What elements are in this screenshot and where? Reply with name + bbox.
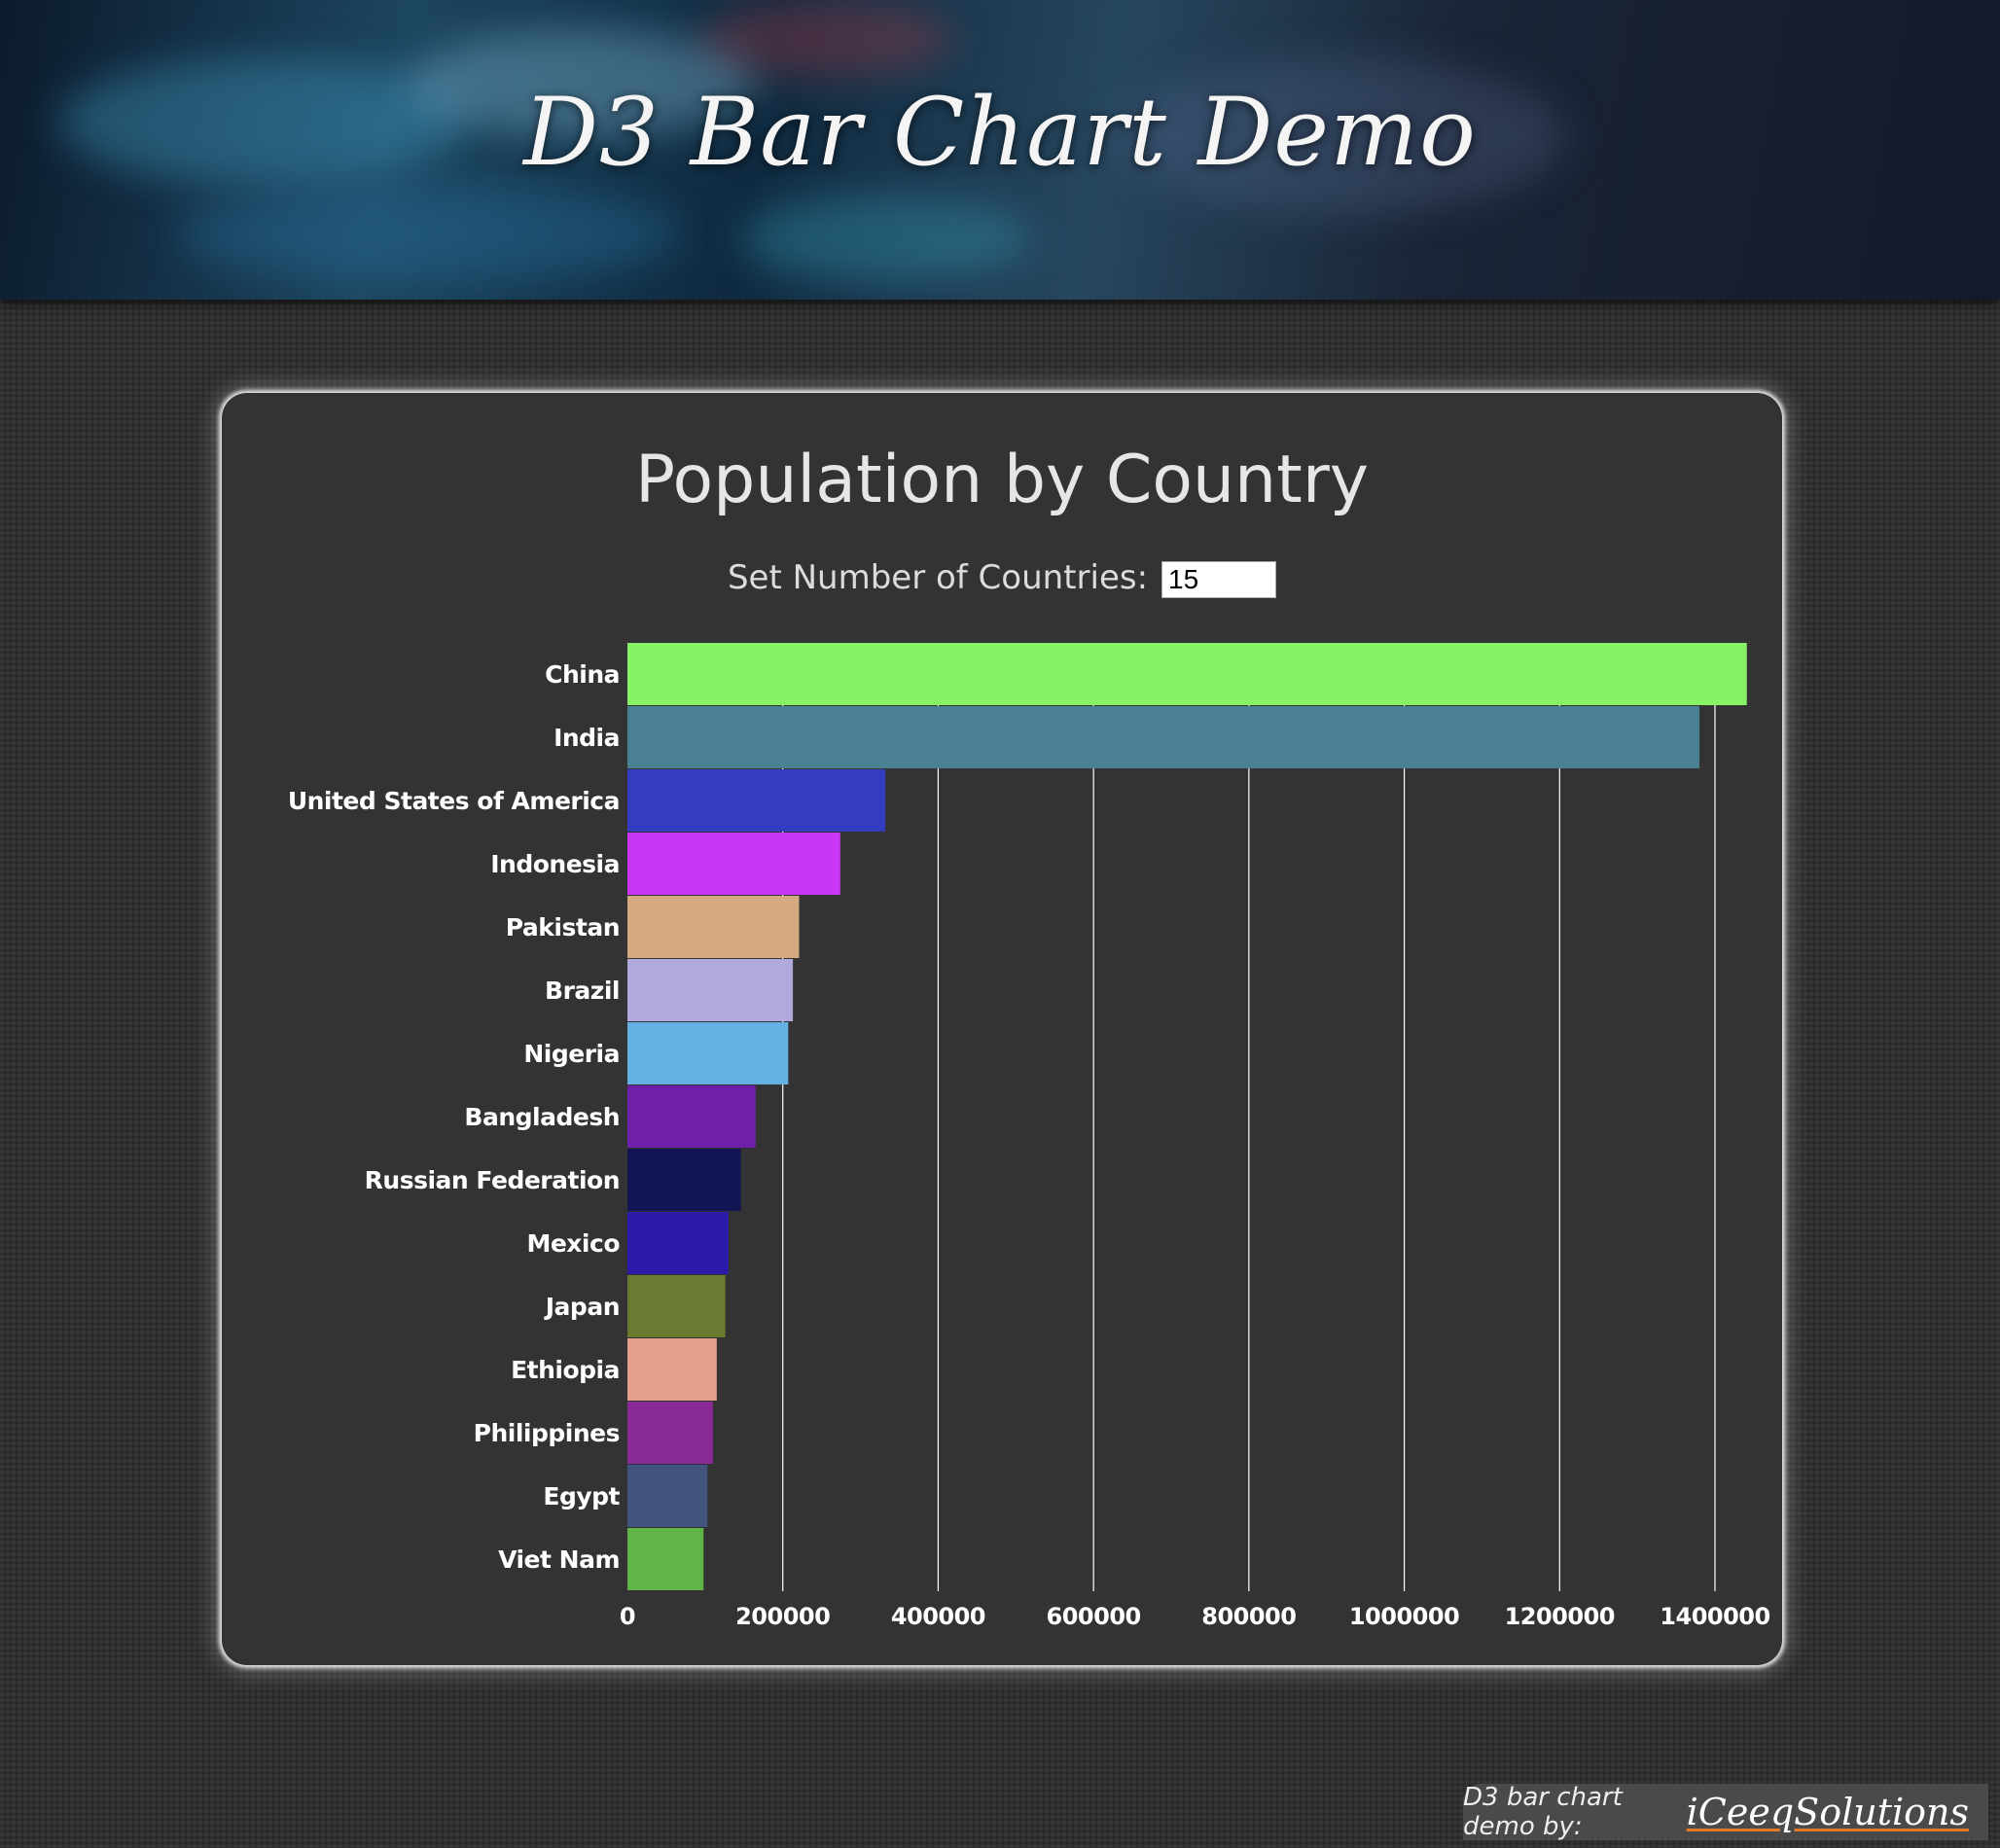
bar <box>627 896 800 958</box>
category-label: Pakistan <box>506 913 620 942</box>
bar <box>627 769 886 832</box>
category-label: Nigeria <box>523 1040 620 1068</box>
banner-light <box>1119 58 1566 214</box>
bar <box>627 1528 704 1590</box>
bar <box>627 1275 726 1337</box>
country-count-control: Set Number of Countries: <box>222 558 1782 598</box>
bar <box>627 1022 789 1084</box>
bar <box>627 1402 713 1464</box>
banner-light <box>700 0 953 78</box>
category-label: Indonesia <box>490 850 620 878</box>
banner-light <box>175 185 681 282</box>
banner-title: D3 Bar Chart Demo <box>523 78 1477 187</box>
chart-title: Population by Country <box>634 442 1370 518</box>
bar <box>627 643 1747 705</box>
chart-card: Population by Country Set Number of Coun… <box>222 393 1782 1665</box>
banner-light <box>409 29 759 136</box>
bar <box>627 1465 708 1527</box>
country-count-input[interactable] <box>1161 560 1277 598</box>
bar <box>627 1085 756 1148</box>
bar <box>627 833 840 895</box>
category-label: Russian Federation <box>365 1166 620 1194</box>
brand-link[interactable]: iCeeqSolutions <box>1686 1791 1969 1833</box>
category-label: Japan <box>544 1293 620 1321</box>
bar <box>627 959 794 1021</box>
x-tick-label: 1200000 <box>1505 1603 1615 1630</box>
country-count-label: Set Number of Countries: <box>727 558 1149 597</box>
x-tick-label: 800000 <box>1201 1603 1296 1630</box>
category-label: United States of America <box>288 787 620 815</box>
footer-credit: D3 bar chart demo by: iCeeqSolutions <box>1463 1783 1988 1841</box>
x-tick-label: 1400000 <box>1660 1603 1769 1630</box>
credit-text: D3 bar chart demo by: <box>1463 1783 1623 1841</box>
x-tick-label: 600000 <box>1047 1603 1141 1630</box>
category-label: Philippines <box>474 1419 620 1447</box>
banner-light <box>58 58 467 185</box>
x-tick-label: 400000 <box>891 1603 985 1630</box>
x-tick-label: 1000000 <box>1349 1603 1459 1630</box>
bar <box>627 706 1700 768</box>
category-label: Viet Nam <box>498 1546 620 1574</box>
category-label: Bangladesh <box>464 1103 620 1131</box>
category-label: Egypt <box>543 1482 620 1510</box>
bar <box>627 1149 741 1211</box>
category-label: China <box>545 660 620 689</box>
category-label: Brazil <box>545 977 620 1005</box>
category-label: India <box>554 724 620 752</box>
bar-chart: China India United States of America Indone… <box>288 643 1770 1630</box>
x-tick-label: 200000 <box>735 1603 830 1630</box>
bar <box>627 1212 729 1274</box>
banner-light <box>739 195 1031 282</box>
category-label: Ethiopia <box>511 1356 620 1384</box>
x-tick-label: 0 <box>620 1603 635 1630</box>
bar <box>627 1338 717 1401</box>
header-banner: D3 Bar Chart Demo <box>0 0 2000 300</box>
category-label: Mexico <box>526 1229 620 1258</box>
